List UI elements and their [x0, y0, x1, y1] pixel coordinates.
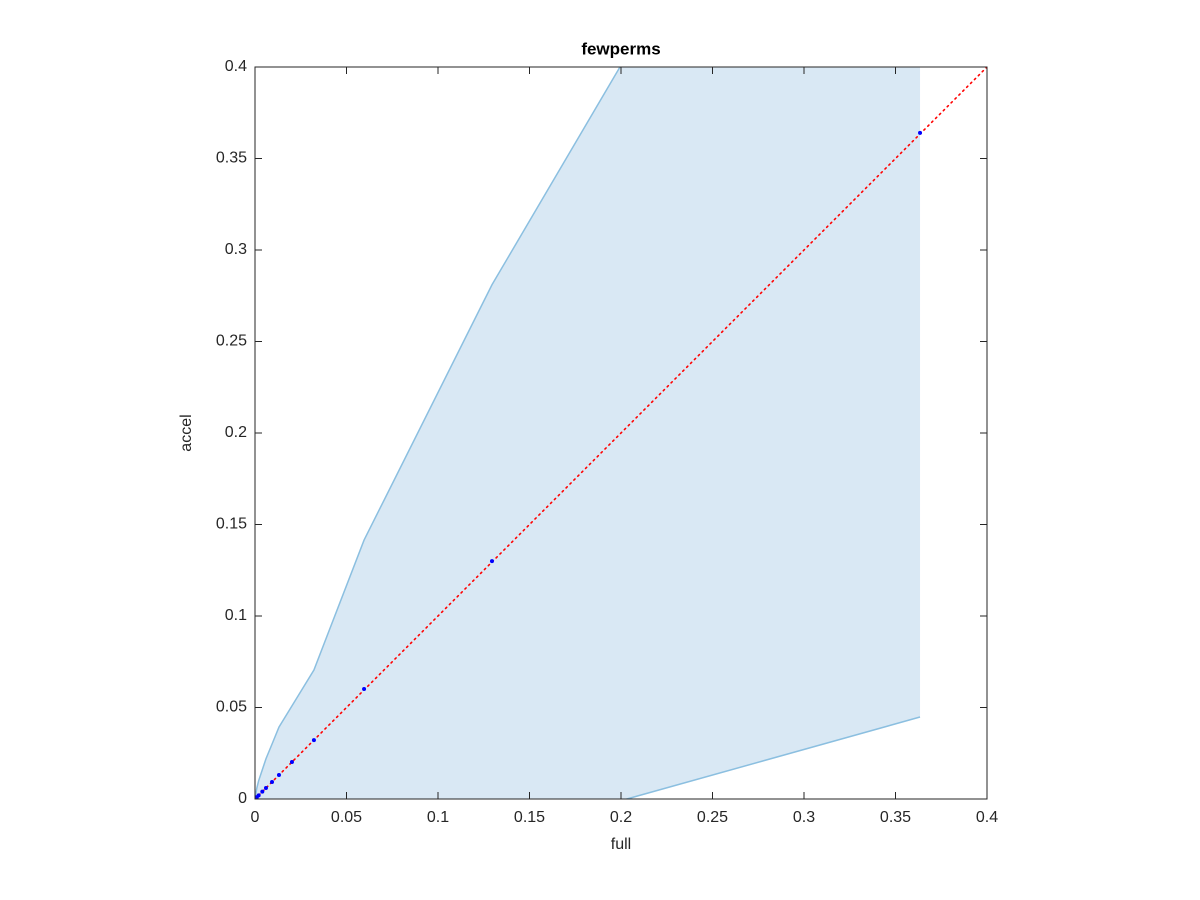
band-upper-edge [255, 67, 621, 799]
reference-line [255, 67, 987, 799]
y-tick-label: 0.1 [225, 607, 247, 624]
y-tick-label: 0.35 [216, 150, 247, 167]
x-tick-label: 0.4 [976, 809, 998, 826]
y-tick-label: 0.4 [225, 58, 247, 75]
x-tick-label: 0.2 [610, 809, 632, 826]
x-tick-label: 0.15 [514, 809, 545, 826]
data-point [276, 773, 281, 778]
data-point [289, 760, 294, 765]
data-point [256, 793, 261, 798]
y-tick-label: 0.15 [216, 516, 247, 533]
data-point [489, 559, 494, 564]
confidence-band [255, 67, 921, 799]
plot-area [255, 67, 987, 799]
axes: 0 0.05 0.1 0.15 0.2 0.25 0.3 0.35 0.4 0 0.05 0.1 0.1… [216, 58, 998, 826]
x-tick-label: 0.3 [793, 809, 815, 826]
x-axis-label: full [611, 836, 631, 853]
y-tick-label: 0.05 [216, 699, 247, 716]
data-point [270, 779, 275, 784]
x-tick-label: 0.35 [880, 809, 911, 826]
y-tick-label: 0.2 [225, 424, 247, 441]
y-tick-label: 0.25 [216, 333, 247, 350]
data-point [260, 789, 265, 794]
data-point [263, 786, 268, 791]
x-tick-label: 0.1 [427, 809, 449, 826]
chart-title: fewperms [581, 39, 660, 58]
y-axis-label: accel [178, 414, 195, 451]
y-tick-label: 0.3 [225, 241, 247, 258]
x-tick-label: 0 [251, 809, 260, 826]
data-point [311, 738, 316, 743]
y-tick-label: 0 [238, 790, 247, 807]
data-point [918, 130, 923, 135]
x-tick-label: 0.25 [697, 809, 728, 826]
data-point [362, 687, 367, 692]
x-tick-label: 0.05 [331, 809, 362, 826]
